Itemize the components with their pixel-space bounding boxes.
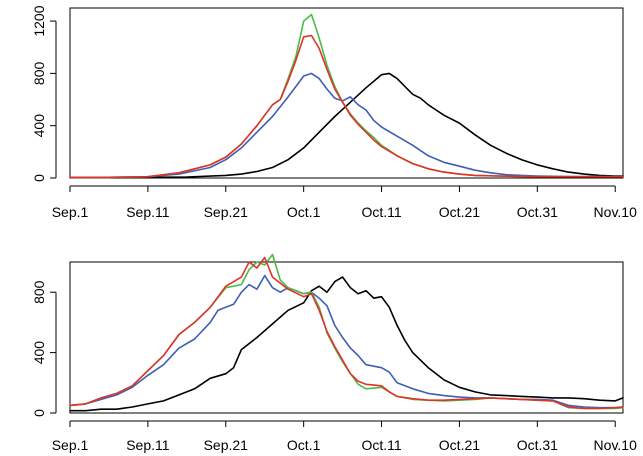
x-tick-label: Sep.11 <box>126 204 170 220</box>
x-tick-label: Nov.10 <box>594 204 638 220</box>
x-tick-label: Oct.31 <box>517 437 558 453</box>
x-tick-label: Sep.21 <box>204 437 249 453</box>
x-tick-label: Sep.1 <box>52 204 89 220</box>
y-tick-label: 400 <box>31 114 47 138</box>
x-tick-label: Sep.11 <box>126 437 170 453</box>
series-line <box>69 72 624 179</box>
x-tick-label: Sep.1 <box>52 437 89 453</box>
series-line <box>69 256 624 410</box>
x-tick-label: Nov.10 <box>594 437 638 453</box>
x-tick-label: Oct.21 <box>439 204 480 220</box>
y-tick-label: 1200 <box>31 5 47 36</box>
x-tick-label: Oct.11 <box>361 437 401 453</box>
series-line <box>69 253 624 410</box>
bottom-panel: Sep.1 Sep.11 Sep.21 Oct.1 Oct.11 Oct.21 Oct.31… <box>31 253 638 453</box>
series-line <box>69 276 624 412</box>
x-tick-label: Sep.21 <box>204 204 249 220</box>
y-tick-label: 800 <box>31 280 47 304</box>
x-tick-label: Oct.1 <box>287 204 321 220</box>
top-panel: Sep.1 Sep.11 Sep.21 Oct.1 Oct.11 Oct.21 Oct.31… <box>31 5 637 220</box>
x-tick-label: Oct.31 <box>517 204 558 220</box>
y-tick-label: 0 <box>31 409 47 417</box>
x-tick-label: Oct.1 <box>287 437 321 453</box>
y-tick-label: 0 <box>31 174 47 182</box>
plot-frame <box>69 261 624 414</box>
x-tick-label: Oct.11 <box>361 204 401 220</box>
x-tick-label: Oct.21 <box>439 437 480 453</box>
series-line <box>69 274 624 409</box>
series-line <box>69 72 624 179</box>
series-line <box>69 13 624 179</box>
y-tick-label: 800 <box>31 61 47 85</box>
y-tick-label: 400 <box>31 341 47 365</box>
series-line <box>69 34 624 179</box>
plot-frame <box>69 7 624 179</box>
